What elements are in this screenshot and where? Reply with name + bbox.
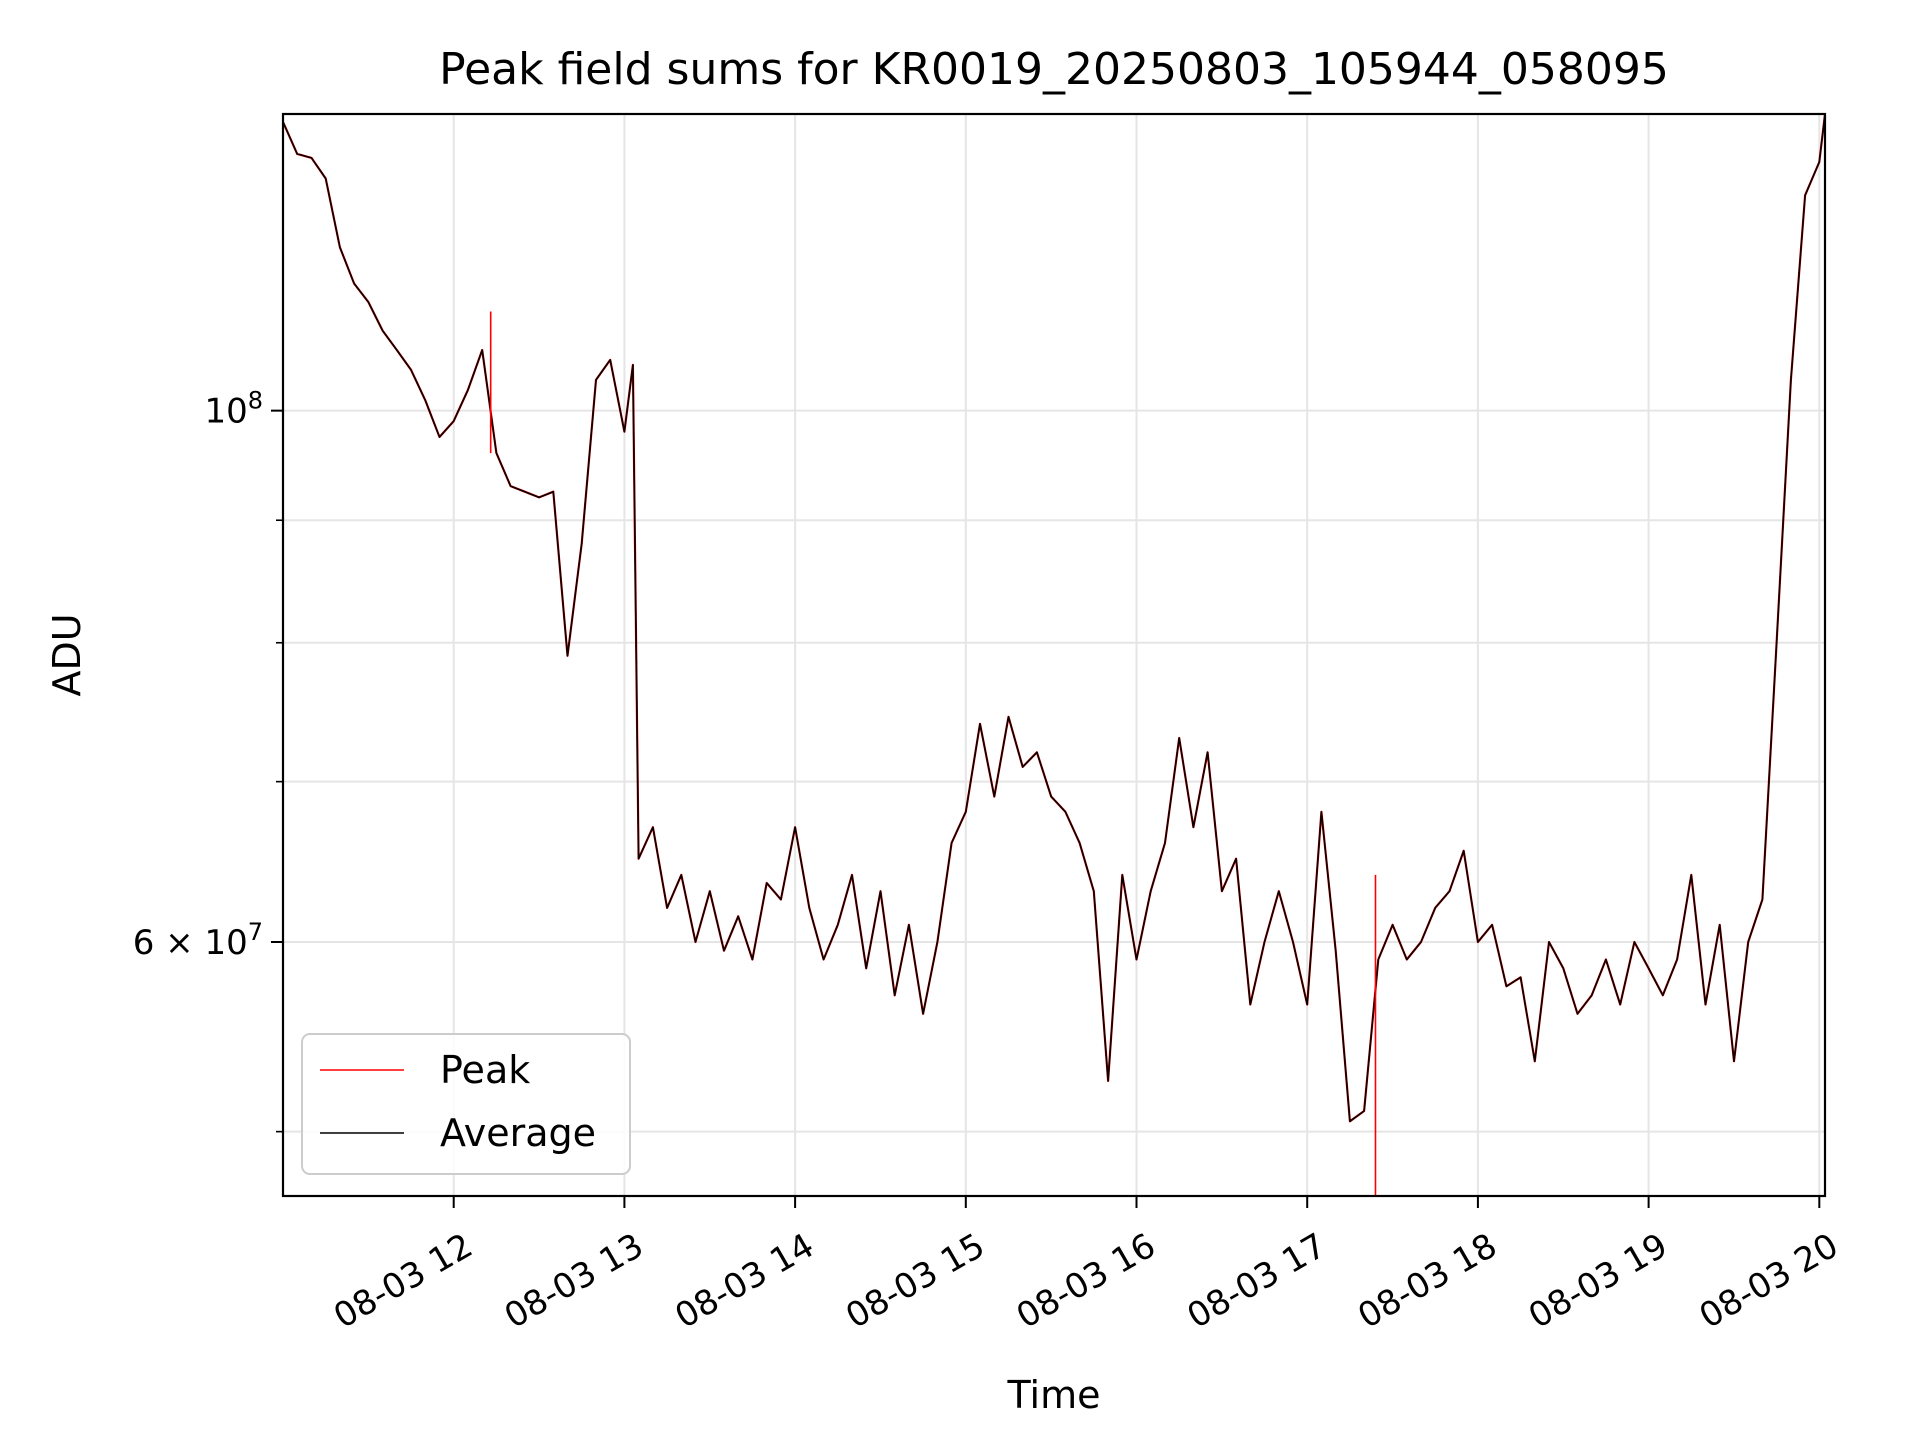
y-tick-label: 6 × 107 xyxy=(133,918,263,963)
series-layer xyxy=(283,114,1825,1196)
legend-label-peak: Peak xyxy=(440,1048,530,1092)
legend-box xyxy=(301,1033,631,1175)
y-axis-label: ADU xyxy=(45,613,89,696)
chart-title: Peak field sums for KR0019_20250803_1059… xyxy=(439,44,1669,95)
y-tick-label: 108 xyxy=(204,387,263,432)
series-line-average xyxy=(283,114,1825,1123)
legend-label-average: Average xyxy=(440,1111,596,1155)
x-axis-label: Time xyxy=(1007,1373,1101,1417)
legend: Peak Average xyxy=(301,1033,631,1175)
plot-frame xyxy=(281,112,1827,1198)
